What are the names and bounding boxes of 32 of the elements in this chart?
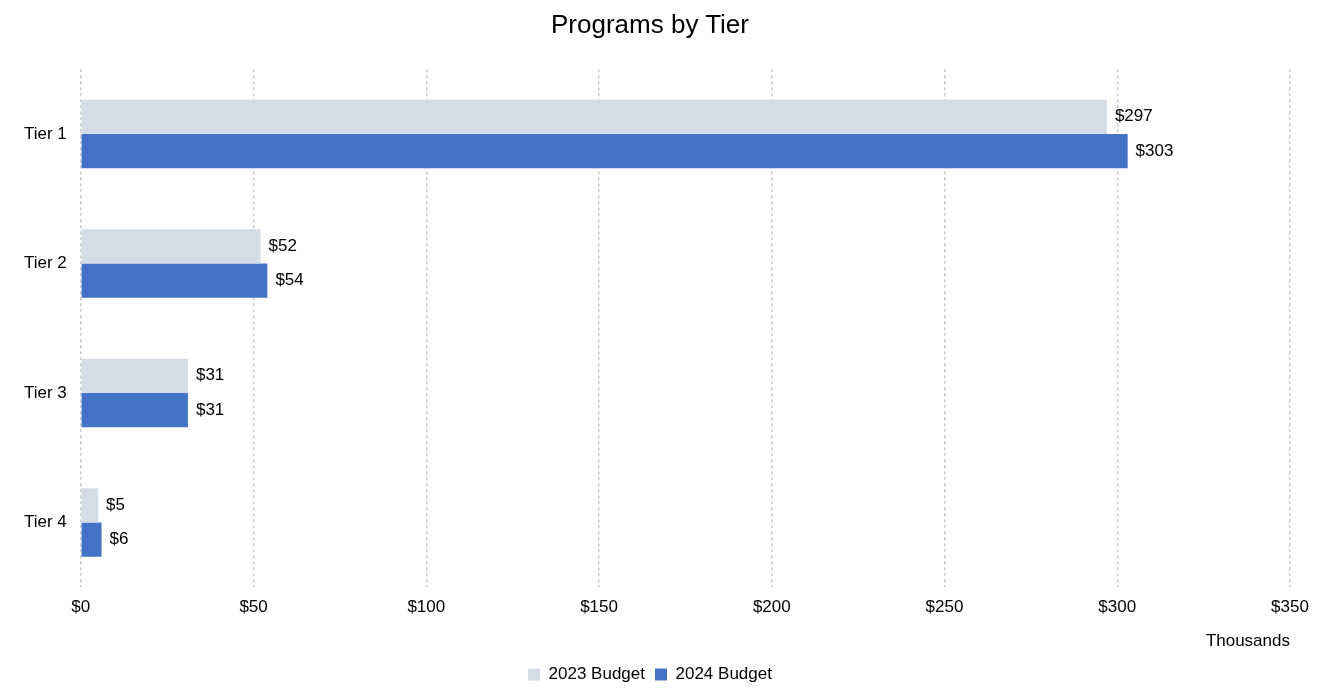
bar xyxy=(81,392,188,428)
legend-label: 2024 Budget xyxy=(675,664,773,684)
data-label: $5 xyxy=(106,494,126,514)
bar xyxy=(81,522,102,557)
x-tick-label: $150 xyxy=(580,597,618,617)
chart-title: Programs by Tier xyxy=(551,8,750,39)
bar xyxy=(81,488,99,523)
x-tick-label: $100 xyxy=(407,597,446,617)
data-label: $6 xyxy=(109,529,129,549)
y-tick-label: Tier 1 xyxy=(24,123,67,143)
data-label: $31 xyxy=(195,399,225,419)
bar xyxy=(81,263,268,298)
data-label: $31 xyxy=(195,365,225,385)
y-tick-label: Tier 2 xyxy=(24,253,67,273)
x-tick-label: $200 xyxy=(752,597,791,617)
x-tick-label: $300 xyxy=(1098,597,1137,617)
x-tick-label: $50 xyxy=(239,597,268,617)
bar xyxy=(81,133,1128,169)
y-tick-label: Tier 3 xyxy=(24,382,67,402)
data-label: $297 xyxy=(1114,106,1153,126)
legend-label: 2023 Budget xyxy=(548,664,646,684)
data-label: $303 xyxy=(1135,140,1174,160)
data-label: $54 xyxy=(275,270,304,290)
bar xyxy=(81,229,261,264)
bar xyxy=(81,99,1107,134)
x-tick-label: $250 xyxy=(925,597,964,617)
x-tick-label: $0 xyxy=(71,597,91,617)
bar xyxy=(81,358,188,393)
y-tick-label: Tier 4 xyxy=(24,512,67,532)
x-axis-title: Thousands xyxy=(1205,631,1290,651)
data-label: $52 xyxy=(268,235,297,255)
x-tick-label: $350 xyxy=(1271,597,1309,617)
